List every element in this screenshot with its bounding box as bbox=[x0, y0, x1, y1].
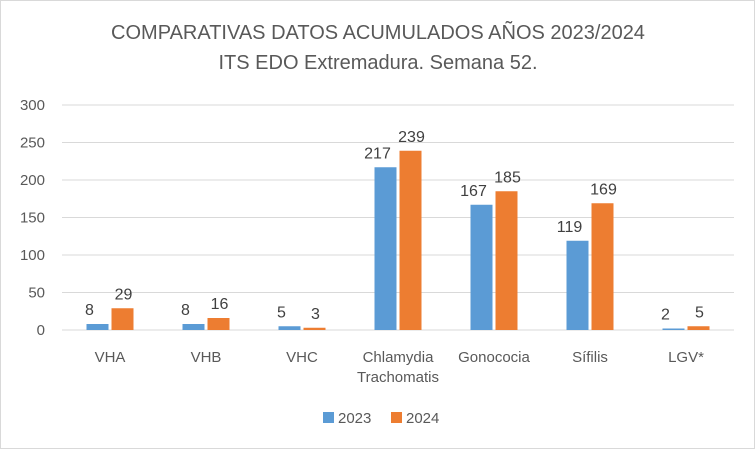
data-label-2024: 185 bbox=[494, 169, 521, 186]
y-tick-label: 250 bbox=[20, 135, 45, 152]
data-label-2024: 16 bbox=[211, 296, 229, 313]
y-tick-label: 300 bbox=[20, 97, 45, 114]
x-tick-label: VHC bbox=[286, 349, 318, 366]
x-tick-label: Chlamydia bbox=[363, 349, 435, 366]
bar-2024 bbox=[207, 318, 230, 330]
x-tick-label: Trachomatis bbox=[357, 369, 439, 386]
data-label-2023: 2 bbox=[661, 307, 670, 324]
data-label-2023: 8 bbox=[85, 302, 94, 319]
x-axis: VHA VHB VHC Chlamydia Trachomatis Gonococia Sí… bbox=[95, 349, 705, 386]
bar-2024 bbox=[111, 308, 134, 330]
y-axis: 0 50 100 150 200 250 300 bbox=[20, 97, 45, 339]
y-tick-label: 100 bbox=[20, 247, 45, 264]
data-label-2024: 29 bbox=[115, 286, 133, 303]
bar-2023 bbox=[566, 240, 589, 330]
data-label-2024: 169 bbox=[590, 181, 617, 198]
bar-2023 bbox=[86, 324, 109, 330]
legend-swatch-2023 bbox=[323, 412, 334, 423]
y-tick-label: 200 bbox=[20, 172, 45, 189]
data-label-2023: 167 bbox=[460, 183, 487, 200]
gridlines bbox=[62, 104, 734, 331]
bar-2024 bbox=[303, 327, 326, 330]
bar-2023 bbox=[662, 328, 685, 330]
bar-2023 bbox=[470, 204, 493, 330]
x-tick-label: Sífilis bbox=[572, 349, 608, 366]
bar-2024 bbox=[495, 191, 518, 330]
data-label-2023: 217 bbox=[364, 145, 391, 162]
bar-series bbox=[86, 150, 710, 330]
x-tick-label: VHB bbox=[191, 349, 222, 366]
x-tick-label: Gonococia bbox=[458, 349, 530, 366]
bar-2024 bbox=[687, 326, 710, 330]
chart-title: COMPARATIVAS DATOS ACUMULADOS AÑOS 2023/… bbox=[111, 20, 645, 44]
bar-2023 bbox=[278, 326, 301, 330]
data-label-2024: 239 bbox=[398, 129, 425, 146]
legend-swatch-2024 bbox=[391, 412, 402, 423]
data-labels: 8 29 8 16 5 3 217 239 167 185 119 169 2 5 bbox=[85, 129, 704, 324]
x-tick-label: VHA bbox=[95, 349, 126, 366]
bar-2024 bbox=[591, 203, 614, 330]
data-label-2023: 8 bbox=[181, 302, 190, 319]
data-label-2024: 3 bbox=[311, 306, 320, 323]
bar-2024 bbox=[399, 150, 422, 330]
data-label-2023: 5 bbox=[277, 304, 286, 321]
y-tick-label: 150 bbox=[20, 210, 45, 227]
chart-subtitle: ITS EDO Extremadura. Semana 52. bbox=[218, 52, 537, 74]
x-tick-label: LGV* bbox=[668, 349, 704, 366]
bar-2023 bbox=[374, 167, 397, 330]
data-label-2024: 5 bbox=[695, 304, 704, 321]
data-label-2023: 119 bbox=[557, 219, 583, 236]
bar-2023 bbox=[182, 324, 205, 330]
y-tick-label: 50 bbox=[28, 285, 45, 302]
legend-label-2023: 2023 bbox=[338, 410, 371, 427]
y-tick-label: 0 bbox=[37, 322, 45, 339]
legend: 2023 2024 bbox=[323, 410, 439, 427]
legend-label-2024: 2024 bbox=[406, 410, 439, 427]
